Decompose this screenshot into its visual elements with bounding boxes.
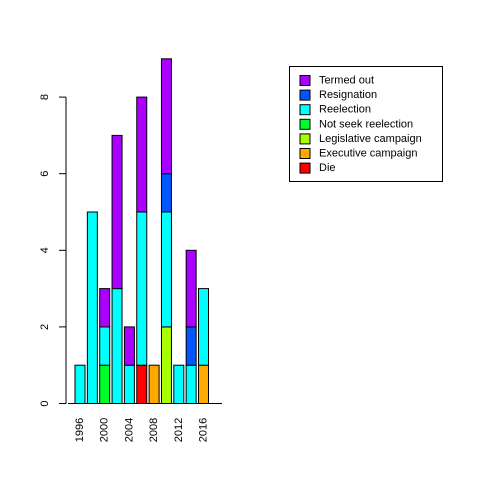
legend-swatch xyxy=(299,118,311,130)
x-tick-label: 2016 xyxy=(198,418,210,442)
bar-segment xyxy=(123,326,135,366)
bar-segment xyxy=(136,96,148,213)
y-tick-label: 6 xyxy=(39,171,51,177)
legend-label: Legislative campaign xyxy=(319,133,422,145)
bar-segment xyxy=(198,288,209,366)
bar-segment xyxy=(111,134,123,290)
bar-segment xyxy=(99,288,111,328)
y-tick-label: 0 xyxy=(39,400,51,406)
bar-segment xyxy=(185,326,197,366)
bar-segment xyxy=(160,326,172,404)
legend-label: Not seek reelection xyxy=(319,118,413,130)
legend-swatch xyxy=(299,89,311,101)
bar-segment xyxy=(160,58,172,175)
legend-label: Reelection xyxy=(319,104,371,116)
bar-segment xyxy=(198,364,209,405)
legend-swatch xyxy=(299,104,311,116)
bar-segment xyxy=(185,364,197,405)
bar-segment xyxy=(74,364,86,405)
legend-label: Executive campaign xyxy=(319,148,417,160)
bar-segment xyxy=(148,364,160,405)
bar-segment xyxy=(160,211,172,328)
legend: Termed out Resignation Reelection Not seek … xyxy=(289,66,443,182)
bar-segment xyxy=(160,173,172,213)
legend-label: Die xyxy=(319,162,336,174)
x-tick-label: 2004 xyxy=(123,418,135,442)
bar-segment xyxy=(123,364,135,405)
legend-label: Termed out xyxy=(319,75,374,87)
legend-swatch xyxy=(299,75,311,86)
bar-segment xyxy=(136,364,148,405)
x-axis: 1996 2000 2004 2008 2012 2016 xyxy=(68,403,222,442)
y-tick-label: 4 xyxy=(39,247,51,253)
bar-segment xyxy=(99,326,111,366)
bars-group xyxy=(74,58,209,405)
legend-swatch xyxy=(299,148,311,159)
bar-segment xyxy=(136,211,148,366)
bar-segment xyxy=(185,249,197,328)
bar-segment xyxy=(86,211,98,404)
x-tick-label: 2012 xyxy=(173,418,185,442)
y-tick-label: 2 xyxy=(39,324,51,330)
x-tick-label: 2008 xyxy=(148,418,160,442)
bar-segment xyxy=(99,364,111,405)
legend-label: Resignation xyxy=(319,89,377,101)
bar-segment xyxy=(111,288,123,405)
y-tick-label: 8 xyxy=(39,94,51,100)
legend-box xyxy=(289,66,443,182)
x-tick-label: 2000 xyxy=(99,418,111,442)
legend-swatch xyxy=(299,162,311,174)
x-tick-label: 1996 xyxy=(74,418,86,442)
y-axis: 0 2 4 6 8 xyxy=(39,94,67,407)
bar-segment xyxy=(173,364,185,405)
legend-swatch xyxy=(299,133,311,145)
